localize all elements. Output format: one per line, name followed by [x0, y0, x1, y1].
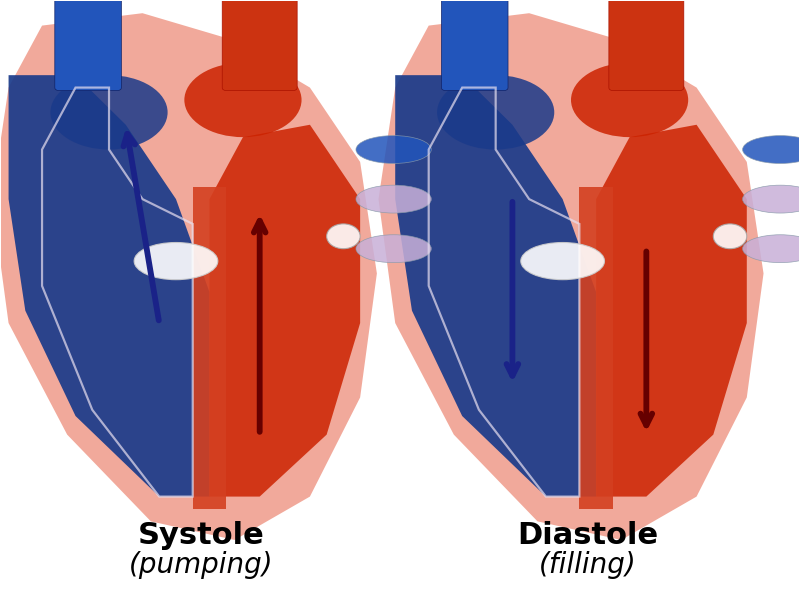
Ellipse shape: [437, 75, 554, 149]
Ellipse shape: [184, 63, 302, 137]
Ellipse shape: [742, 185, 800, 213]
Ellipse shape: [134, 243, 218, 280]
FancyBboxPatch shape: [442, 0, 508, 91]
FancyBboxPatch shape: [609, 0, 684, 91]
Ellipse shape: [571, 63, 688, 137]
Polygon shape: [9, 75, 210, 496]
Ellipse shape: [742, 136, 800, 164]
Polygon shape: [395, 75, 596, 496]
Ellipse shape: [742, 235, 800, 263]
Ellipse shape: [50, 75, 168, 149]
Polygon shape: [596, 125, 746, 496]
Polygon shape: [378, 13, 763, 540]
Ellipse shape: [714, 224, 746, 248]
Text: Diastole: Diastole: [517, 521, 658, 550]
Text: (pumping): (pumping): [128, 551, 273, 579]
Ellipse shape: [356, 235, 431, 263]
Polygon shape: [210, 125, 360, 496]
Text: Systole: Systole: [138, 521, 264, 550]
Ellipse shape: [326, 224, 360, 248]
Polygon shape: [579, 187, 613, 509]
FancyBboxPatch shape: [55, 0, 122, 91]
Ellipse shape: [356, 185, 431, 213]
Text: (filling): (filling): [538, 551, 636, 579]
Polygon shape: [0, 13, 377, 540]
Ellipse shape: [521, 243, 605, 280]
Polygon shape: [193, 187, 226, 509]
FancyBboxPatch shape: [222, 0, 297, 91]
Ellipse shape: [356, 136, 431, 164]
